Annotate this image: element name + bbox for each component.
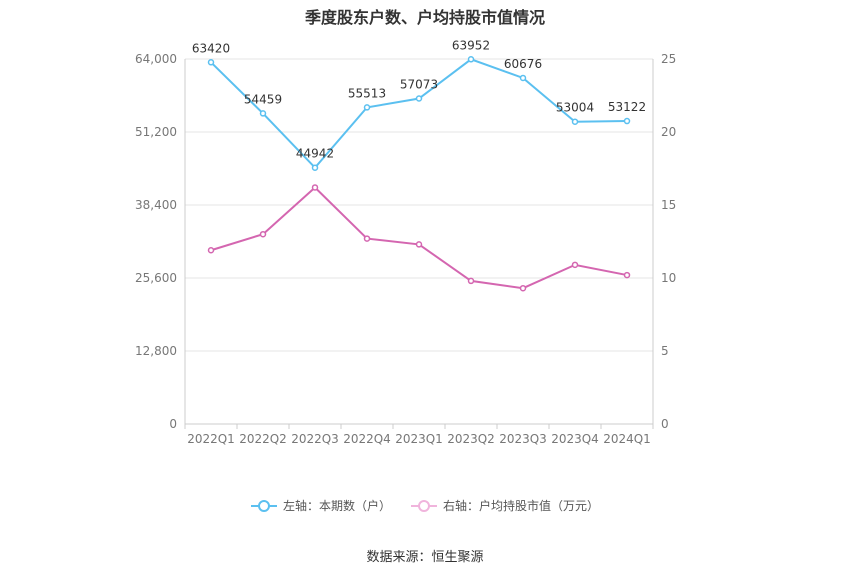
data-label: 55513 — [348, 86, 386, 100]
households-data-point — [519, 74, 527, 82]
data-label: 54459 — [244, 92, 282, 106]
legend-item-avg-value[interactable]: 右轴：户均持股市值（万元） — [411, 497, 599, 514]
x-axis-tick-label: 2022Q3 — [291, 432, 339, 446]
avg-value-data-point — [311, 184, 319, 191]
x-axis-tick-label: 2023Q3 — [499, 432, 547, 446]
households-data-point — [571, 118, 579, 125]
left-axis-tick-label: 0 — [169, 417, 177, 431]
right-axis-tick-label: 20 — [661, 125, 676, 139]
households-data-point — [311, 164, 319, 171]
right-axis-tick-label: 25 — [661, 52, 676, 66]
x-axis-tick-label: 2022Q2 — [239, 432, 287, 446]
x-axis-tick-label: 2022Q1 — [187, 432, 235, 446]
avg-value-data-point — [623, 271, 631, 279]
households-data-point — [623, 117, 631, 125]
data-label: 53004 — [556, 101, 594, 115]
avg-value-data-point — [363, 235, 371, 242]
left-axis-tick-label: 64,000 — [135, 52, 177, 66]
data-label: 60676 — [504, 57, 542, 71]
left-axis-tick-label: 38,400 — [135, 198, 177, 212]
avg-value-series-line — [210, 186, 628, 290]
data-label: 63952 — [452, 38, 490, 52]
legend-item-households[interactable]: 左轴：本期数（户） — [250, 497, 391, 514]
right-axis-tick-label: 15 — [661, 198, 676, 212]
avg-value-data-point — [467, 277, 475, 285]
legend-line-marker-icon — [250, 499, 277, 512]
x-axis-tick-label: 2024Q1 — [603, 432, 651, 446]
households-data-point — [207, 59, 215, 66]
avg-value-data-point — [519, 284, 527, 292]
left-axis-tick-label: 12,800 — [135, 344, 177, 358]
right-axis-tick-label: 5 — [661, 344, 669, 358]
x-axis-tick-label: 2023Q1 — [395, 432, 443, 446]
x-axis-tick-label: 2022Q4 — [343, 432, 391, 446]
legend-line-marker-icon — [411, 499, 437, 512]
right-axis-tick-label: 10 — [661, 271, 676, 285]
avg-value-data-point — [259, 230, 267, 238]
data-label: 57073 — [400, 78, 438, 92]
legend-label-avg-value: 右轴：户均持股市值（万元） — [443, 499, 600, 513]
left-axis-tick-label: 25,600 — [135, 271, 177, 285]
avg-value-data-point — [571, 261, 579, 269]
data-label: 63420 — [192, 41, 230, 55]
data-label: 53122 — [608, 100, 646, 114]
x-axis-tick-label: 2023Q2 — [447, 432, 495, 446]
x-axis-tick-label: 2023Q4 — [551, 432, 599, 446]
data-label: 44942 — [296, 147, 334, 161]
right-axis-tick-label: 0 — [661, 417, 669, 431]
avg-value-data-point — [415, 241, 423, 248]
households-data-point — [259, 110, 267, 117]
legend: 左轴：本期数（户） 右轴：户均持股市值（万元） — [0, 497, 850, 514]
legend-label-households: 左轴：本期数（户） — [282, 499, 391, 513]
households-data-point — [467, 56, 475, 63]
households-data-point — [415, 95, 423, 102]
households-data-point — [363, 104, 371, 111]
data-source: 数据来源：恒生聚源 — [366, 550, 484, 565]
left-axis-tick-label: 51,200 — [135, 125, 177, 139]
chart-title: 季度股东户数、户均持股市值情况 — [304, 8, 545, 27]
line-chart: 0 0 12,800 5 25,600 10 38,400 15 51,200 20 64,000 2… — [135, 38, 676, 446]
avg-value-data-point — [207, 247, 215, 254]
